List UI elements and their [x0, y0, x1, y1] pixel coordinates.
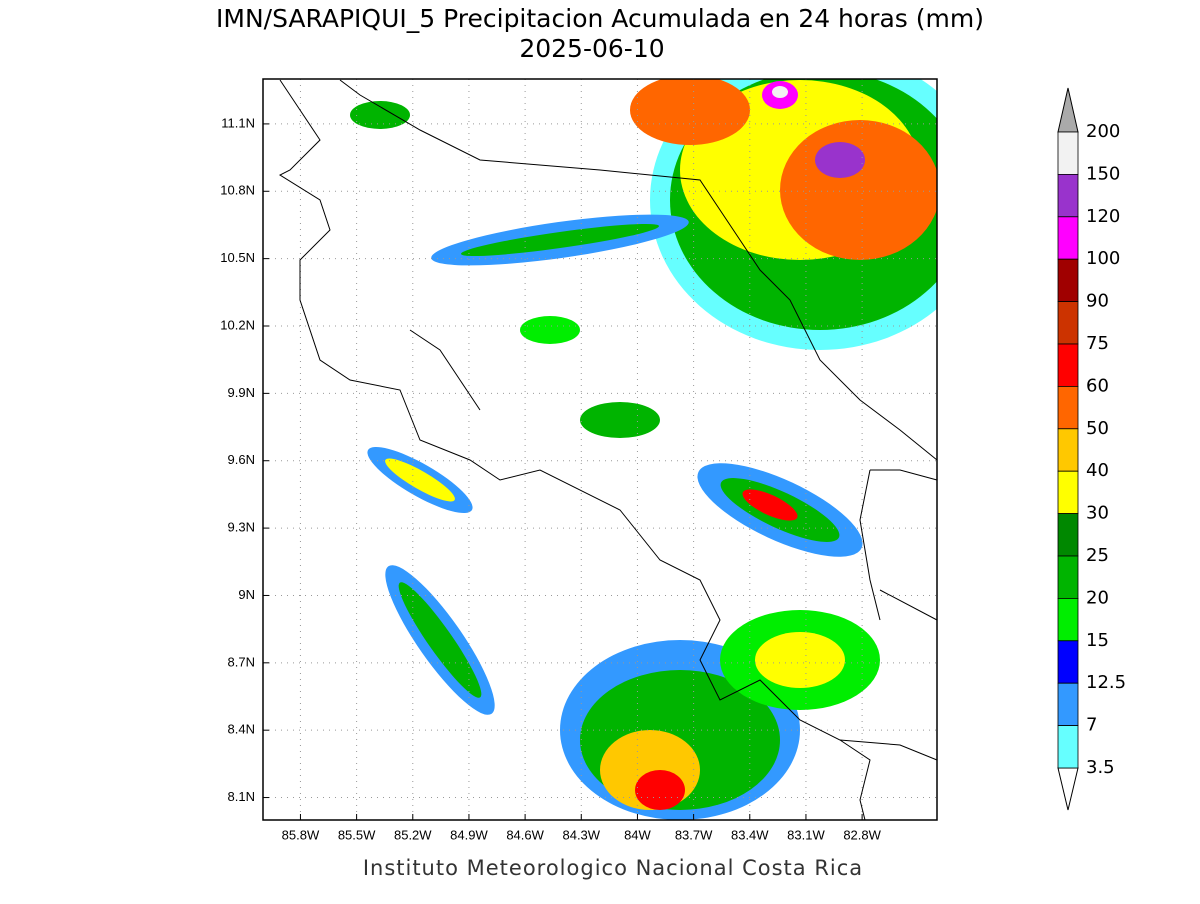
colorbar-label: 120: [1086, 206, 1120, 227]
colorbar-segment: [1057, 725, 1079, 769]
colorbar-segment: [1057, 301, 1079, 345]
colorbar-segment: [1057, 640, 1079, 684]
lon-tick-label: 83.1W: [787, 827, 825, 842]
precipitation-field: [350, 79, 937, 820]
lat-tick-label: 9.9N: [228, 385, 255, 400]
lat-tick-label: 9N: [238, 587, 255, 602]
colorbar-segment: [1057, 131, 1079, 175]
colorbar-segment: [1057, 598, 1079, 642]
lon-tick-label: 84.3W: [562, 827, 600, 842]
colorbar-segment: [1057, 682, 1079, 727]
colorbar-segment: [1057, 428, 1079, 472]
colorbar-label: 150: [1086, 163, 1120, 184]
lon-tick-label: 83.7W: [675, 827, 713, 842]
lon-tick-label: 85.8W: [282, 827, 320, 842]
lat-tick-label: 9.6N: [228, 452, 255, 467]
colorbar-label: 30: [1086, 503, 1109, 524]
colorbar-segment: [1057, 173, 1079, 218]
grid: 11.1N 10.8N 10.5N 10.2N 9.9N 9.6N 9.3N 9N 8.7N 8.…: [220, 79, 937, 842]
title: IMN/SARAPIQUI_5 Precipitacion Acumulada …: [216, 4, 984, 33]
colorbar-label: 7: [1086, 715, 1097, 736]
lon-tick-label: 84W: [624, 827, 651, 842]
colorbar-label: 75: [1086, 333, 1109, 354]
colorbar-segment: [1057, 216, 1079, 260]
colorbar-under: [1057, 767, 1079, 811]
colorbar-label: 50: [1086, 418, 1109, 439]
colorbar: 200 150 120 100 90 75 60 50 40 30 25 20 15 12.5 7 3.5: [1057, 87, 1126, 811]
colorbar-segment: [1057, 258, 1079, 303]
colorbar-segment: [1057, 343, 1079, 387]
colorbar-segment: [1057, 555, 1079, 599]
lon-tick-label: 83.4W: [731, 827, 769, 842]
lat-tick-label: 8.7N: [228, 654, 255, 669]
colorbar-label: 40: [1086, 460, 1109, 481]
colorbar-over: [1057, 87, 1079, 133]
colorbar-segment: [1057, 470, 1079, 515]
lat-tick-label: 9.3N: [228, 520, 255, 535]
lat-tick-label: 8.1N: [228, 789, 255, 804]
colorbar-label: 20: [1086, 587, 1109, 608]
colorbar-segment: [1057, 385, 1079, 430]
colorbar-label: 200: [1086, 121, 1120, 142]
footer: Instituto Meteorologico Nacional Costa R…: [363, 856, 863, 880]
lat-tick-label: 10.8N: [220, 183, 255, 198]
lat-tick-label: 10.5N: [220, 250, 255, 265]
lat-tick-label: 10.2N: [220, 317, 255, 332]
colorbar-label: 25: [1086, 545, 1109, 566]
lon-tick-label: 84.6W: [506, 827, 544, 842]
lat-tick-label: 8.4N: [228, 722, 255, 737]
lon-tick-label: 85.2W: [394, 827, 432, 842]
lat-tick-label: 11.1N: [221, 115, 255, 130]
colorbar-label: 3.5: [1086, 757, 1115, 778]
lon-tick-label: 85.5W: [338, 827, 376, 842]
colorbar-label: 60: [1086, 375, 1109, 396]
map-frame: [262, 78, 938, 821]
colorbar-segment: [1057, 513, 1079, 557]
colorbar-label: 15: [1086, 630, 1109, 651]
lon-tick-label: 84.9W: [450, 827, 488, 842]
colorbar-label: 90: [1086, 291, 1109, 312]
colorbar-label: 100: [1086, 248, 1120, 269]
lon-tick-label: 82.8W: [843, 827, 881, 842]
coastline: [278, 79, 938, 821]
colorbar-label: 12.5: [1086, 672, 1126, 693]
subtitle: 2025-06-10: [519, 34, 664, 63]
